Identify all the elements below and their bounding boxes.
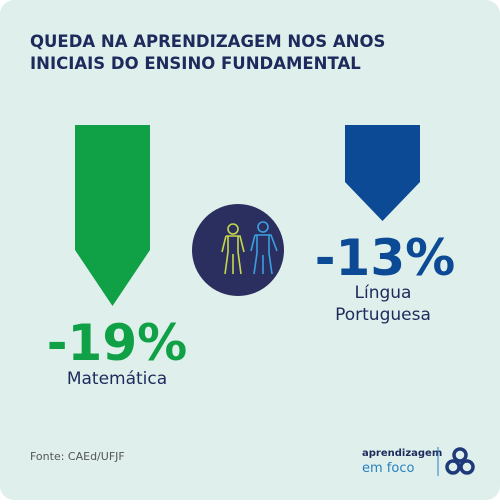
title-line: INICIAIS DO ENSINO FUNDAMENTAL — [30, 54, 361, 73]
value-label: -13% — [315, 229, 455, 287]
subject-label: Língua — [355, 283, 412, 303]
brand-name: aprendizagem — [362, 448, 442, 459]
subject-label: Portuguesa — [335, 305, 431, 325]
subject-label: Matemática — [67, 369, 167, 389]
value-label: -19% — [47, 314, 187, 372]
title-line: QUEDA NA APRENDIZAGEM NOS ANOS — [30, 32, 385, 51]
brand-tagline: em foco — [362, 461, 414, 476]
students-icon — [192, 204, 284, 296]
down-arrow-green — [75, 125, 150, 306]
brand-logo — [445, 447, 475, 475]
source-note: Fonte: CAEd/UFJF — [30, 450, 125, 463]
down-arrow-blue — [345, 125, 420, 221]
